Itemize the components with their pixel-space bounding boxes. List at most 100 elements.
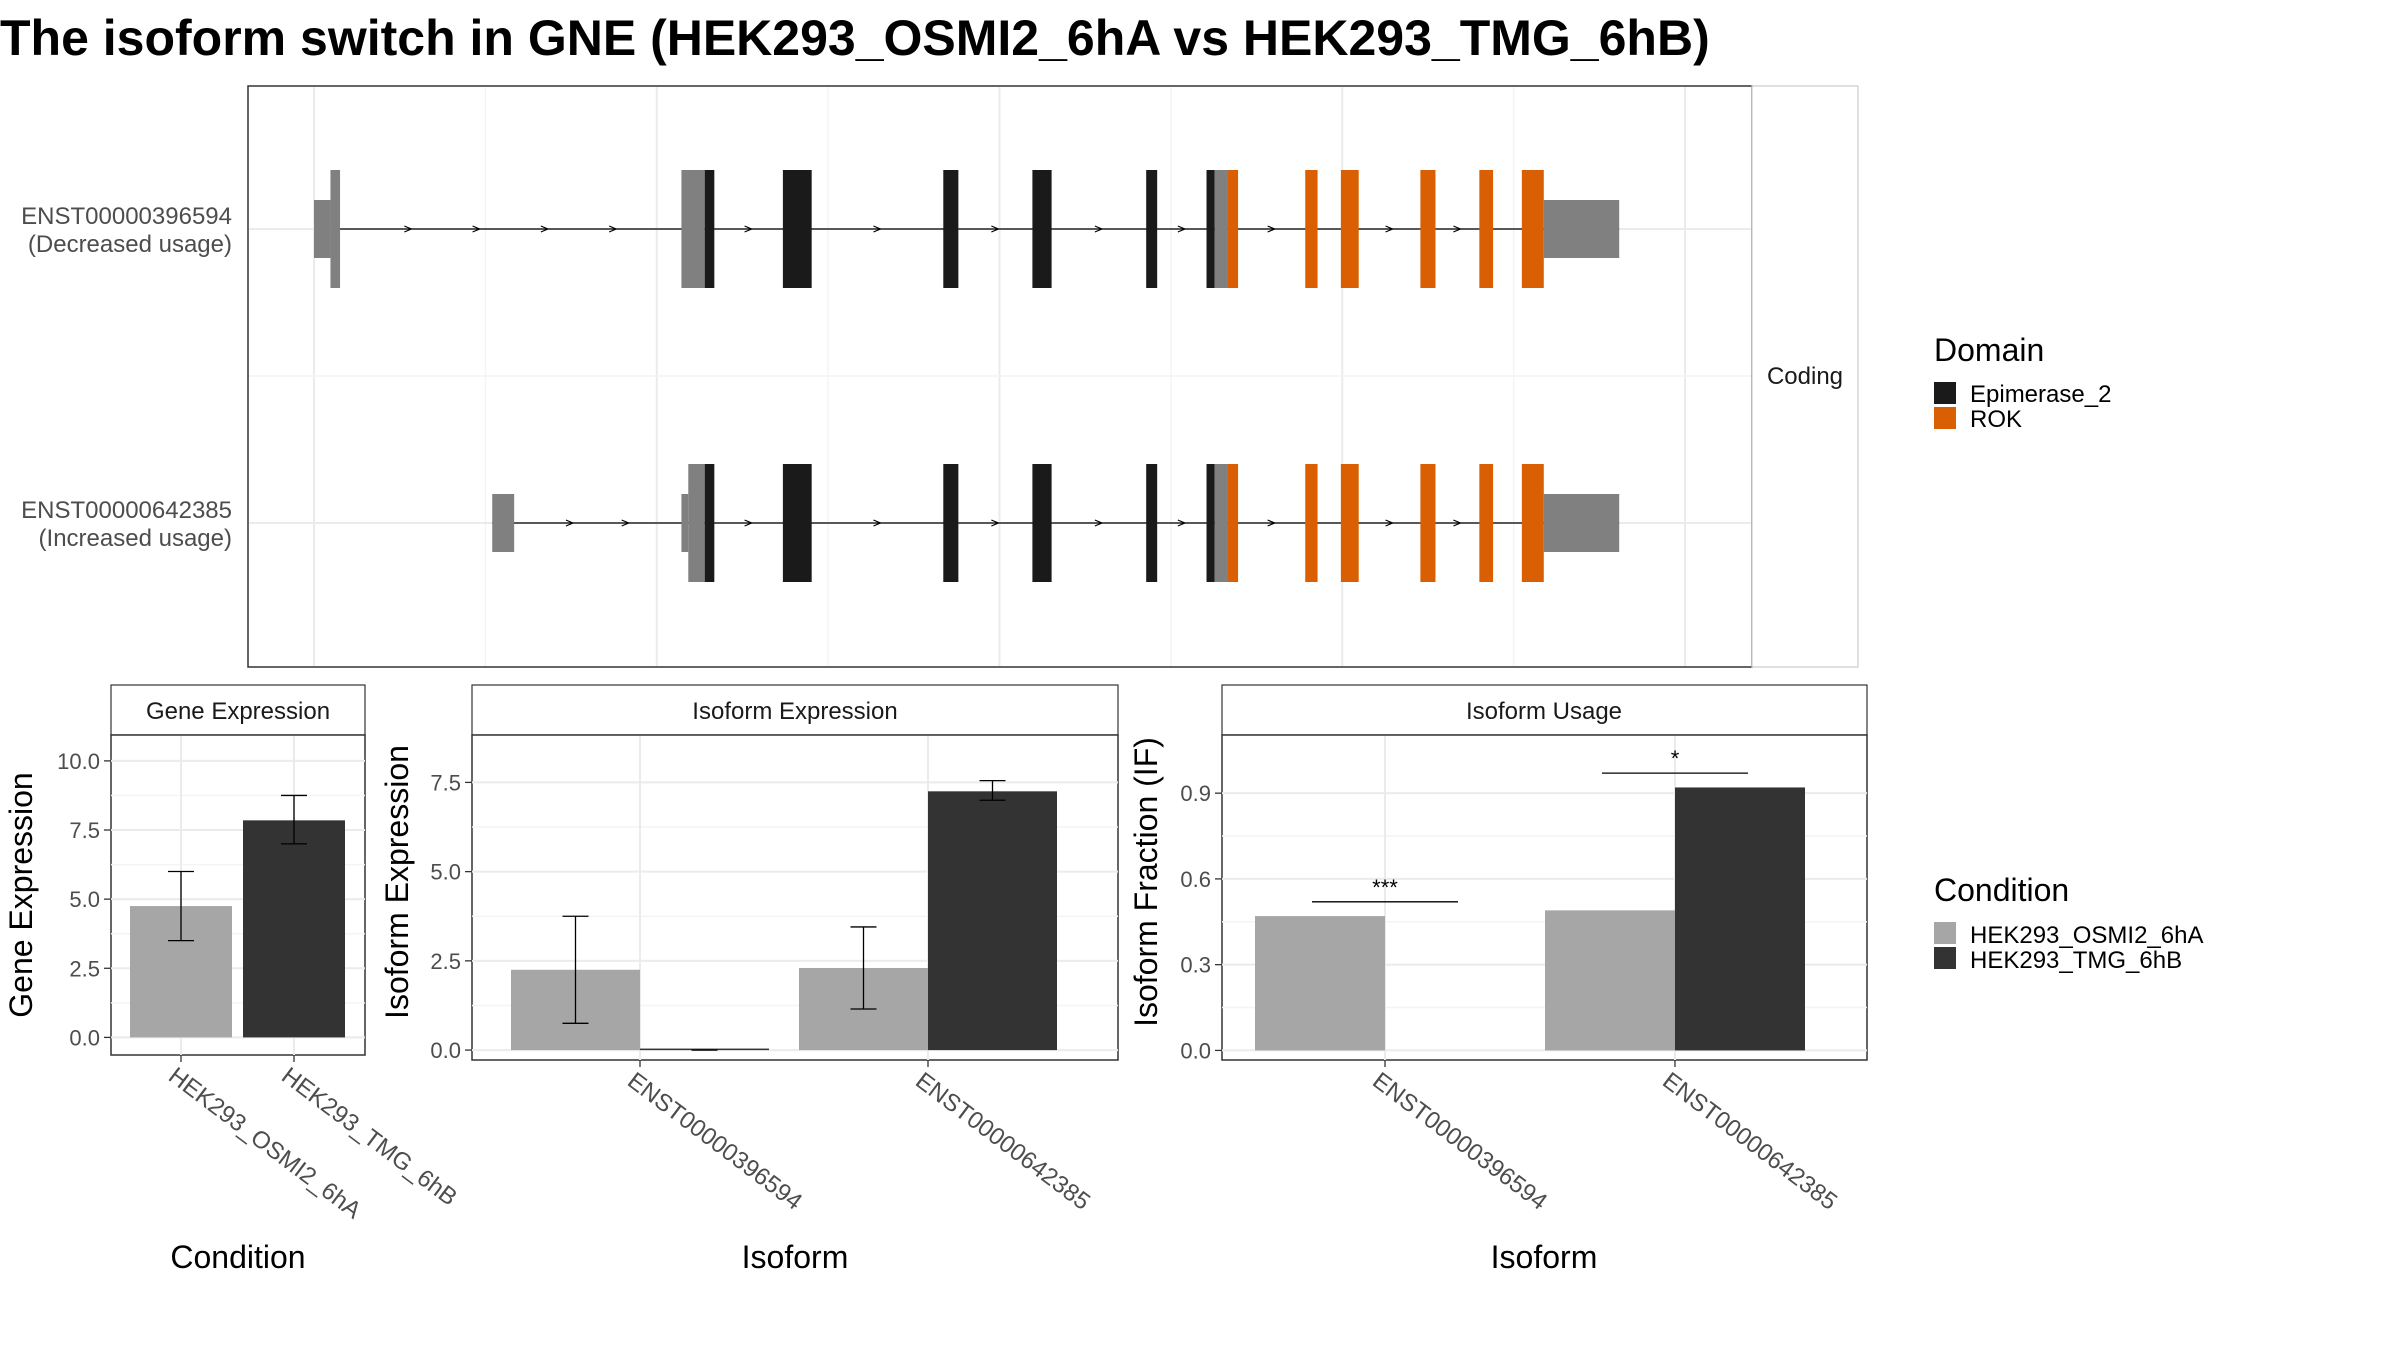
intron-arrow bbox=[1267, 519, 1277, 527]
exon-rok bbox=[1340, 170, 1359, 288]
legend-key-tmg bbox=[1934, 947, 1956, 969]
legend-key-rok bbox=[1934, 407, 1956, 429]
exon-epimerase bbox=[1206, 170, 1215, 288]
exon-rok bbox=[1340, 464, 1359, 582]
isoform-expression-y-axis-title: Isoform Expression bbox=[379, 745, 415, 1019]
strip-label-coding: Coding bbox=[1767, 363, 1843, 390]
intron-arrow bbox=[991, 519, 1000, 527]
exon-utr bbox=[314, 200, 331, 258]
gene-y-tick-label: 5.0 bbox=[69, 887, 100, 912]
legend-label-epimerase: Epimerase_2 bbox=[1970, 381, 2111, 408]
intron-arrow bbox=[873, 519, 883, 527]
isoform-usage-bar bbox=[1255, 916, 1385, 1051]
isoform-usage-y-axis-title: Isoform Fraction (IF) bbox=[1128, 737, 1164, 1027]
exon-epimerase bbox=[1032, 170, 1052, 288]
gene-x-axis-title: Condition bbox=[170, 1239, 305, 1275]
exon-rok bbox=[1420, 464, 1436, 582]
isoform-usage-x-axis-title: Isoform bbox=[1491, 1239, 1598, 1275]
intron-arrow bbox=[608, 225, 618, 233]
isoform-usage-bar bbox=[1545, 910, 1675, 1051]
gene-y-tick-label: 0.0 bbox=[69, 1025, 100, 1050]
isoform-usage-y-tick-label: 0.6 bbox=[1180, 867, 1211, 892]
domain-legend: Domain Epimerase_2 ROK bbox=[1934, 332, 2111, 433]
exon-epimerase bbox=[943, 464, 959, 582]
strip-label-gene-expression: Gene Expression bbox=[146, 698, 330, 725]
isoform-usage-y-tick-label: 0.3 bbox=[1180, 953, 1211, 978]
exon-epimerase bbox=[704, 464, 715, 582]
condition-legend: Condition HEK293_OSMI2_6hA HEK293_TMG_6h… bbox=[1934, 872, 2203, 974]
exon-rok bbox=[1227, 170, 1239, 288]
intron-arrow bbox=[1453, 519, 1462, 527]
isoform-usage-bar bbox=[1675, 787, 1805, 1051]
intron-arrow bbox=[540, 225, 550, 233]
isoform-expression-bar bbox=[928, 791, 1057, 1051]
isoform-expression-y-tick-label: 0.0 bbox=[430, 1038, 461, 1063]
strip-label-isoform-expression: Isoform Expression bbox=[692, 698, 897, 725]
transcript-ENST00000396594 bbox=[314, 170, 1620, 288]
exon-rok bbox=[1227, 464, 1239, 582]
transcript-ENST00000642385 bbox=[492, 464, 1620, 582]
intron-arrow bbox=[1177, 519, 1187, 527]
intron-arrow bbox=[1385, 519, 1395, 527]
transcript-label-2: ENST00000642385 bbox=[21, 497, 232, 524]
intron-arrow bbox=[404, 225, 413, 233]
exon-epimerase bbox=[704, 170, 715, 288]
isoform-expression-y-tick-label: 5.0 bbox=[430, 860, 461, 885]
exon-cds bbox=[1214, 464, 1228, 582]
exon-epimerase bbox=[782, 464, 812, 582]
legend-label-rok: ROK bbox=[1970, 406, 2022, 433]
gene-y-axis-title: Gene Expression bbox=[3, 772, 39, 1017]
exon-epimerase bbox=[943, 170, 959, 288]
exon-epimerase bbox=[1032, 464, 1052, 582]
gene-bar bbox=[243, 820, 345, 1038]
exon-utr bbox=[1543, 494, 1620, 552]
intron-arrow bbox=[565, 519, 575, 527]
significance-label: *** bbox=[1372, 875, 1398, 900]
exon-epimerase bbox=[782, 170, 812, 288]
isoform-expression-y-tick-label: 2.5 bbox=[430, 949, 461, 974]
isoform-usage-y-tick-label: 0.9 bbox=[1180, 781, 1211, 806]
transcript-structure-panel: Coding ENST00000396594 (Decreased usage)… bbox=[21, 85, 1859, 668]
strip-coding-background bbox=[1751, 85, 1859, 668]
exon-cds bbox=[330, 170, 341, 288]
exon-rok bbox=[1479, 170, 1494, 288]
isoform-expression-bar bbox=[640, 1048, 769, 1051]
exon-cds bbox=[681, 170, 705, 288]
condition-legend-title: Condition bbox=[1934, 872, 2069, 908]
isoform-expression-panel: Isoform Expression 0.02.55.07.5 ENST0000… bbox=[379, 684, 1119, 1275]
exon-utr bbox=[492, 494, 515, 552]
intron-arrow bbox=[1094, 225, 1104, 233]
exon-rok bbox=[1521, 464, 1544, 582]
strip-isoform-expression-background bbox=[471, 684, 1119, 736]
legend-key-epimerase bbox=[1934, 382, 1956, 404]
intron-arrow bbox=[472, 225, 482, 233]
exon-epimerase bbox=[1146, 464, 1158, 582]
intron-arrow bbox=[873, 225, 883, 233]
transcript-usage-label-1: (Decreased usage) bbox=[28, 231, 232, 258]
isoform-usage-y-tick-label: 0.0 bbox=[1180, 1038, 1211, 1063]
strip-label-isoform-usage: Isoform Usage bbox=[1466, 698, 1622, 725]
gene-y-tick-label: 7.5 bbox=[69, 818, 100, 843]
intron-arrow bbox=[744, 225, 754, 233]
legend-label-osmi2: HEK293_OSMI2_6hA bbox=[1970, 922, 2203, 949]
strip-isoform-usage-background bbox=[1221, 684, 1868, 736]
exon-utr bbox=[681, 494, 689, 552]
exon-utr bbox=[1543, 200, 1620, 258]
domain-legend-title: Domain bbox=[1934, 332, 2044, 368]
transcript-usage-label-2: (Increased usage) bbox=[39, 525, 232, 552]
isoform-expression-x-axis-title: Isoform bbox=[742, 1239, 849, 1275]
figure-title: The isoform switch in GNE (HEK293_OSMI2_… bbox=[0, 10, 1710, 66]
exon-rok bbox=[1420, 170, 1436, 288]
exon-cds bbox=[1214, 170, 1228, 288]
intron-arrow bbox=[1267, 225, 1277, 233]
exon-epimerase bbox=[1206, 464, 1215, 582]
gene-y-tick-label: 10.0 bbox=[57, 749, 100, 774]
legend-key-osmi2 bbox=[1934, 922, 1956, 944]
intron-arrow bbox=[1177, 225, 1187, 233]
intron-arrow bbox=[621, 519, 631, 527]
intron-arrow bbox=[991, 225, 1000, 233]
intron-arrow bbox=[1385, 225, 1395, 233]
exon-cds bbox=[688, 464, 705, 582]
intron-arrow bbox=[744, 519, 754, 527]
